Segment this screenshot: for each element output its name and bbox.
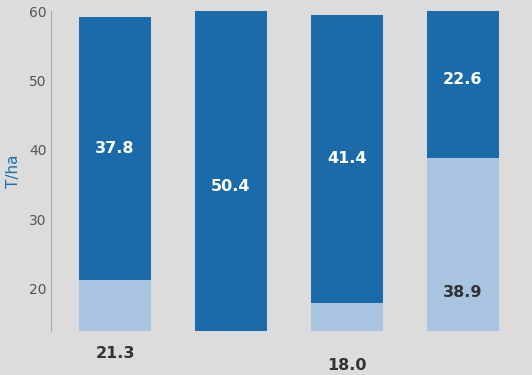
Bar [311, 303, 383, 375]
Text: 22.6: 22.6 [443, 72, 483, 87]
Y-axis label: T/ha: T/ha [5, 154, 21, 188]
Text: 21.3: 21.3 [95, 346, 135, 362]
Text: 18.0: 18.0 [327, 358, 367, 373]
Bar [427, 1, 498, 158]
Text: 38.9: 38.9 [443, 285, 483, 300]
Bar [311, 15, 383, 303]
Bar [79, 280, 151, 375]
Bar [195, 361, 267, 375]
Bar [195, 11, 267, 361]
Text: 41.4: 41.4 [327, 152, 367, 166]
Bar [427, 158, 498, 375]
Bar [79, 17, 151, 280]
Text: 50.4: 50.4 [211, 178, 251, 194]
Text: 37.8: 37.8 [95, 141, 135, 156]
